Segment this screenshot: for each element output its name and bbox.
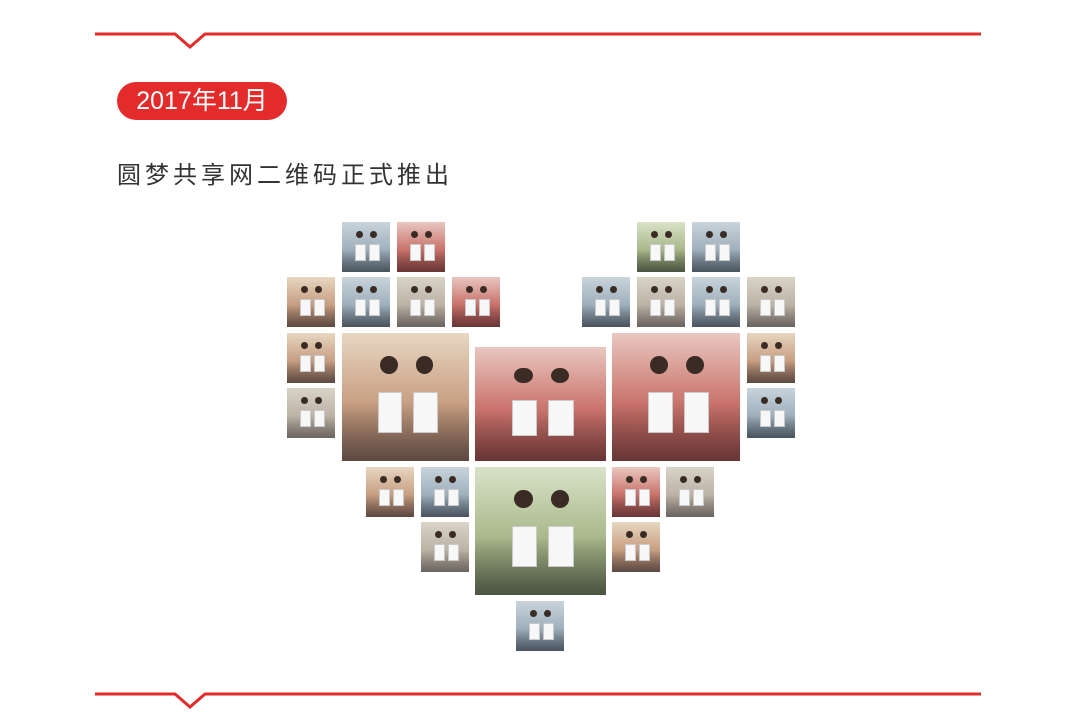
collage-photo bbox=[396, 276, 446, 328]
collage-photo bbox=[341, 221, 391, 273]
section-title: 圆梦共享网二维码正式推出 bbox=[117, 161, 453, 189]
collage-photo bbox=[515, 600, 565, 652]
collage-photo bbox=[341, 276, 391, 328]
collage-photo bbox=[691, 276, 741, 328]
collage-photo bbox=[636, 221, 686, 273]
collage-photo bbox=[611, 332, 741, 462]
collage-photo bbox=[474, 466, 607, 596]
collage-photo bbox=[746, 387, 796, 439]
collage-photo bbox=[636, 276, 686, 328]
collage-photo bbox=[365, 466, 415, 518]
collage-photo bbox=[611, 466, 661, 518]
collage-photo bbox=[611, 521, 661, 573]
collage-photo bbox=[420, 521, 470, 573]
collage-photo bbox=[286, 332, 336, 384]
collage-photo bbox=[286, 387, 336, 439]
collage-photo bbox=[451, 276, 501, 328]
collage-photo bbox=[691, 221, 741, 273]
collage-photo bbox=[746, 276, 796, 328]
date-badge: 2017年11月 bbox=[117, 82, 287, 120]
collage-photo bbox=[286, 276, 336, 328]
collage-photo bbox=[396, 221, 446, 273]
collage-photo bbox=[665, 466, 715, 518]
collage-photo bbox=[341, 332, 470, 462]
collage-photo bbox=[746, 332, 796, 384]
top-divider bbox=[95, 32, 981, 49]
collage-photo bbox=[581, 276, 631, 328]
collage-photo bbox=[474, 346, 607, 462]
bottom-divider bbox=[95, 692, 981, 709]
collage-photo bbox=[420, 466, 470, 518]
